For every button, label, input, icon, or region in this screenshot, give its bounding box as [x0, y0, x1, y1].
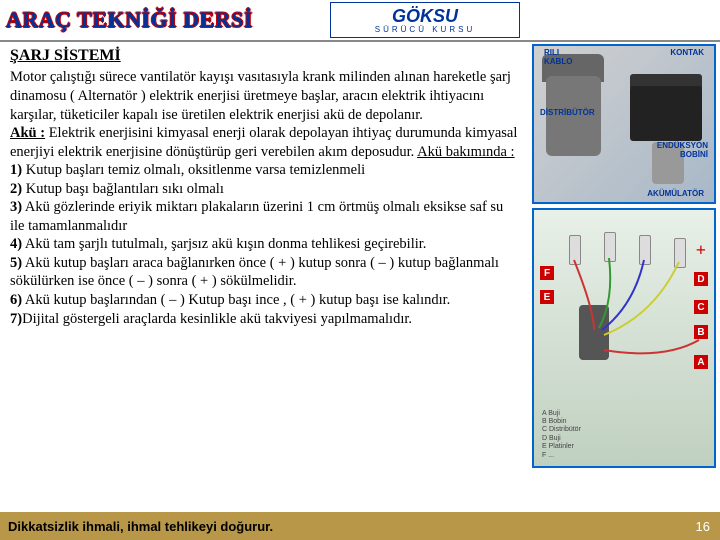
main-area: ŞARJ SİSTEMİ Motor çalıştığı sürece vant… — [0, 42, 720, 512]
item-1: 1) Kutup başları temiz olmalı, oksitlenm… — [10, 161, 520, 180]
item-1-num: 1) — [10, 162, 22, 178]
label-aku: AKÜMÜLATÖR — [647, 189, 704, 198]
logo-subtitle: SÜRÜCÜ KURSU — [375, 25, 475, 34]
legend-text: A Buji B Bobin C Distribütör D Buji E Pl… — [542, 410, 581, 460]
item-3-num: 3) — [10, 199, 22, 215]
item-3: 3) Akü gözlerinde eriyik miktarı plakala… — [10, 198, 520, 235]
item-7-num: 7) — [10, 311, 22, 327]
label-distributor: DİSTRİBÜTÖR — [540, 108, 595, 117]
item-4: 4) Akü tam şarjlı tutulmalı, şarjsız akü… — [10, 235, 520, 254]
marker-D: D — [694, 272, 708, 286]
logo-text: GÖKSU — [392, 7, 458, 25]
diagram-wiring: F E D C B A + A Buji B Bobin C Distribüt… — [532, 208, 716, 468]
wire-area — [544, 220, 704, 406]
course-title: ARAÇ TEKNİĞİ DERSİ — [0, 7, 253, 33]
item-2: 2) Kutup başı bağlantıları sıkı olmalı — [10, 180, 520, 199]
item-6: 6) Akü kutup başlarından ( – ) Kutup baş… — [10, 291, 520, 310]
item-1-text: Kutup başları temiz olmalı, oksitlenme v… — [22, 162, 365, 178]
wires-svg — [544, 220, 704, 406]
bakim-label: Akü bakımında : — [417, 144, 514, 160]
marker-A: A — [694, 355, 708, 369]
footer: Dikkatsizlik ihmali, ihmal tehlikeyi doğ… — [0, 512, 720, 540]
label-kontak: KONTAK — [670, 48, 704, 57]
item-3-text: Akü gözlerinde eriyik miktarı plakaların… — [10, 199, 503, 234]
marker-E: E — [540, 290, 554, 304]
item-4-text: Akü tam şarjlı tutulmalı, şarjsız akü kı… — [22, 236, 426, 252]
item-7-text: Dijital göstergeli araçlarda kesinlikle … — [22, 311, 412, 327]
diagram-ignition-system: RILI KABLO KONTAK DİSTRİBÜTÖR ENDÜKSYON … — [532, 44, 716, 204]
aku-paragraph: Akü : Elektrik enerjisini kimyasal enerj… — [10, 124, 520, 161]
intro-paragraph: Motor çalıştığı sürece vantilatör kayışı… — [10, 68, 520, 124]
marker-B: B — [694, 325, 708, 339]
logo: GÖKSU SÜRÜCÜ KURSU — [330, 2, 520, 38]
aku-label: Akü : — [10, 125, 45, 141]
section-title: ŞARJ SİSTEMİ — [10, 46, 520, 66]
item-5: 5) Akü kutup başları araca bağlanırken ö… — [10, 254, 520, 291]
battery-shape — [630, 86, 702, 141]
page-number: 16 — [696, 519, 710, 534]
marker-C: C — [694, 300, 708, 314]
item-2-num: 2) — [10, 181, 22, 197]
item-7: 7)Dijital göstergeli araçlarda kesinlikl… — [10, 310, 520, 329]
item-4-num: 4) — [10, 236, 22, 252]
item-6-num: 6) — [10, 292, 22, 308]
text-content: ŞARJ SİSTEMİ Motor çalıştığı sürece vant… — [0, 42, 528, 512]
item-5-num: 5) — [10, 255, 22, 271]
label-rili: RILI KABLO — [544, 48, 572, 66]
header: ARAÇ TEKNİĞİ DERSİ GÖKSU SÜRÜCÜ KURSU — [0, 0, 720, 42]
marker-F: F — [540, 266, 554, 280]
plus-symbol: + — [696, 240, 706, 261]
item-2-text: Kutup başı bağlantıları sıkı olmalı — [22, 181, 224, 197]
image-column: RILI KABLO KONTAK DİSTRİBÜTÖR ENDÜKSYON … — [528, 42, 720, 512]
item-6-text: Akü kutup başlarından ( – ) Kutup başı i… — [22, 292, 450, 308]
footer-text: Dikkatsizlik ihmali, ihmal tehlikeyi doğ… — [8, 519, 273, 534]
label-bobin: ENDÜKSYON BOBİNİ — [657, 141, 708, 159]
item-5-text: Akü kutup başları araca bağlanırken önce… — [10, 255, 499, 290]
